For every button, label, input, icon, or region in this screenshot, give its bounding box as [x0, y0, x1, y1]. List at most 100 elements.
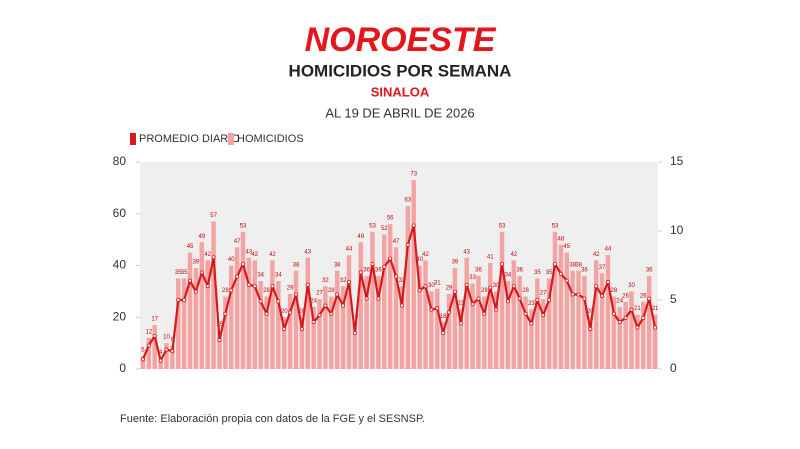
- average-point: [152, 333, 157, 338]
- bar-value-label: 53: [552, 223, 559, 229]
- bar-value-label: 53: [499, 223, 506, 229]
- bar-value-label: 20: [281, 309, 288, 315]
- average-point: [258, 299, 263, 304]
- average-point: [188, 278, 193, 283]
- average-point: [647, 296, 652, 301]
- average-point: [452, 289, 457, 294]
- bar: [317, 299, 322, 369]
- bar: [323, 286, 328, 369]
- bar-value-label: 47: [393, 239, 400, 245]
- bar: [264, 296, 269, 369]
- bar-value-label: 45: [563, 244, 570, 250]
- date-note: AL 19 DE ABRIL DE 2026: [325, 105, 474, 120]
- bar: [605, 255, 611, 369]
- average-point: [364, 296, 369, 301]
- average-point: [600, 293, 605, 298]
- average-point: [447, 310, 452, 315]
- bar: [346, 255, 352, 369]
- bar-value-label: 35: [534, 270, 541, 276]
- bar-value-label: 40: [416, 257, 423, 263]
- bar: [164, 343, 169, 369]
- bar: [593, 260, 599, 369]
- average-point: [358, 270, 363, 275]
- bar-value-label: 38: [293, 262, 300, 268]
- bar-value-label: 17: [151, 317, 158, 323]
- average-point: [352, 331, 357, 336]
- bar: [211, 221, 216, 369]
- bar-value-label: 41: [487, 254, 494, 260]
- bar: [652, 314, 658, 369]
- bar-value-label: 42: [204, 252, 211, 258]
- average-point: [623, 315, 628, 320]
- bar: [558, 244, 564, 369]
- bar: [393, 247, 399, 369]
- bar-value-label: 24: [616, 298, 623, 304]
- bar: [611, 296, 617, 369]
- bar: [417, 265, 422, 369]
- average-point: [488, 285, 493, 290]
- bar-value-label: 42: [269, 252, 276, 258]
- bar-value-label: 32: [340, 278, 347, 284]
- bar-value-label: 23: [457, 301, 464, 307]
- y-tick-label: 60: [113, 206, 127, 220]
- bar-value-label: 29: [287, 286, 294, 292]
- average-point: [158, 358, 163, 363]
- bar: [270, 260, 275, 369]
- bar: [511, 260, 517, 369]
- bar-value-label: 33: [469, 275, 476, 281]
- bar-value-label: 30: [628, 283, 635, 289]
- average-point: [193, 289, 198, 294]
- bar: [599, 273, 605, 369]
- average-point: [641, 315, 646, 320]
- average-point: [317, 313, 322, 318]
- bar: [623, 301, 628, 369]
- legend-label: HOMICIDIOS: [237, 133, 304, 145]
- bar: [146, 337, 152, 369]
- average-point: [441, 331, 446, 336]
- bar-value-label: 57: [210, 213, 217, 219]
- bar: [140, 356, 146, 369]
- bar-value-label: 27: [540, 291, 547, 297]
- bar: [540, 299, 546, 369]
- bar: [176, 278, 181, 369]
- legend-swatch: [228, 133, 234, 145]
- bar: [382, 234, 387, 369]
- bar-value-label: 23: [528, 301, 535, 307]
- bar: [476, 275, 481, 369]
- average-point: [264, 311, 269, 316]
- bar-value-label: 26: [640, 293, 647, 299]
- bar: [499, 231, 505, 369]
- bar: [458, 309, 464, 369]
- bar: [505, 281, 511, 369]
- bar: [641, 301, 646, 369]
- average-point: [494, 307, 499, 312]
- source-note: Fuente: Elaboración propia con datos de …: [120, 413, 425, 425]
- average-point: [223, 311, 228, 316]
- average-point: [576, 292, 581, 297]
- bar: [517, 275, 522, 369]
- bar: [523, 296, 528, 369]
- average-point: [305, 282, 310, 287]
- average-point: [252, 284, 257, 289]
- bar-value-label: 49: [198, 234, 205, 240]
- bar-value-label: 38: [569, 262, 576, 268]
- bar: [252, 260, 258, 369]
- average-point: [235, 274, 240, 279]
- bar-value-label: 30: [493, 283, 500, 289]
- bar: [629, 291, 634, 369]
- bar-value-label: 38: [334, 262, 341, 268]
- bar: [429, 291, 434, 369]
- bar: [570, 270, 575, 369]
- bar: [181, 278, 187, 369]
- average-point: [635, 325, 640, 330]
- bar: [411, 180, 416, 369]
- bar: [246, 257, 252, 369]
- average-point: [182, 297, 187, 302]
- y2-tick-label: 5: [670, 292, 677, 306]
- bar-value-label: 53: [369, 223, 376, 229]
- bar: [405, 205, 411, 369]
- y2-tick-label: 15: [670, 154, 684, 168]
- bar: [546, 278, 552, 369]
- bar: [158, 358, 163, 369]
